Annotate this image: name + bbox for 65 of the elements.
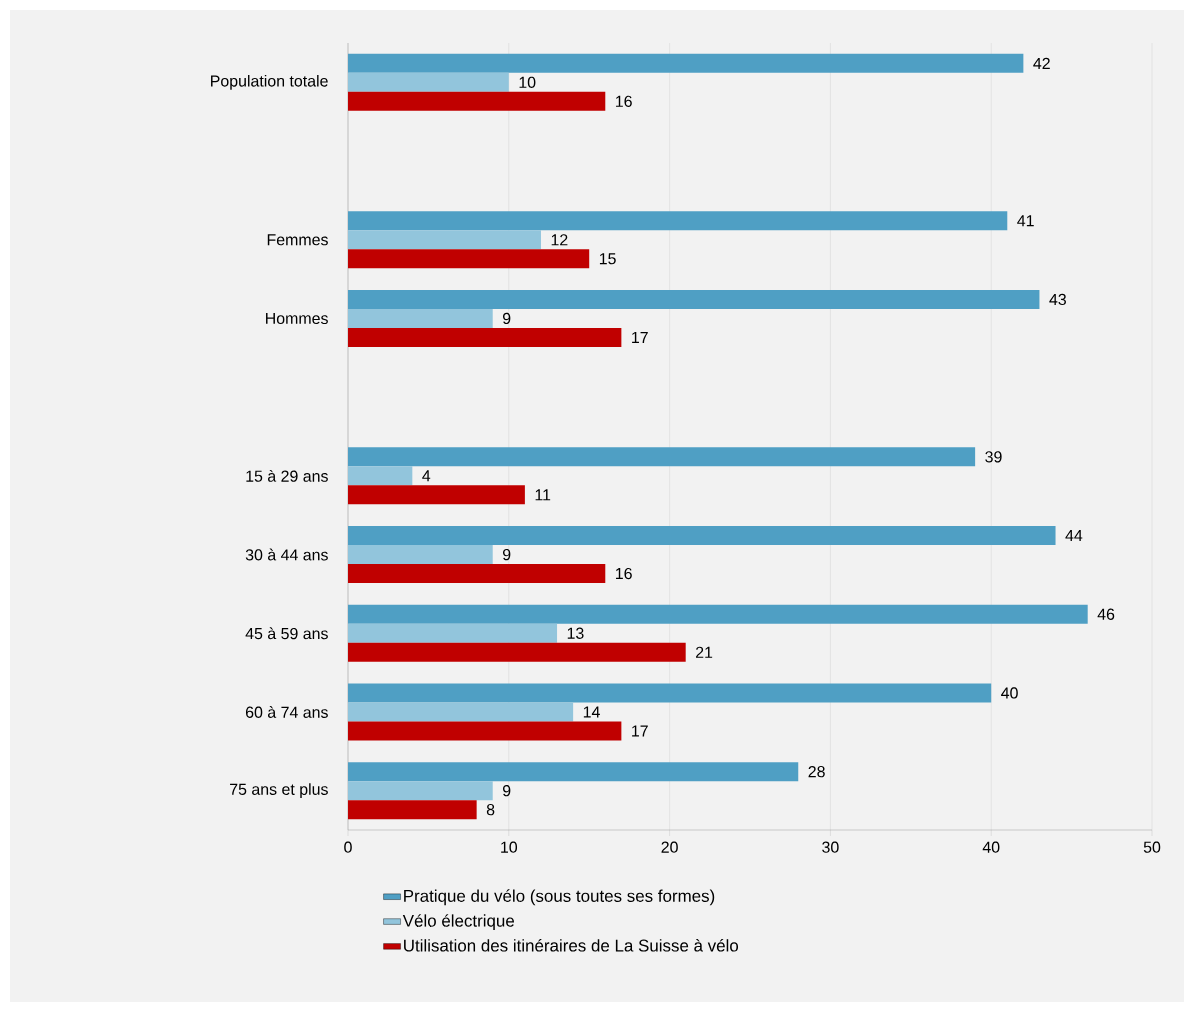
bar bbox=[348, 781, 493, 801]
data-label: 8 bbox=[486, 804, 495, 816]
y-tick-label: 15 à 29 ans bbox=[246, 469, 328, 482]
data-label: 9 bbox=[502, 785, 511, 797]
legend-label: Utilisation des itinéraires de La Suisse à vélo bbox=[404, 938, 739, 952]
x-tick-label: 20 bbox=[661, 841, 678, 853]
data-label: 9 bbox=[502, 312, 511, 325]
data-label: 42 bbox=[1033, 57, 1050, 69]
bar bbox=[348, 526, 1056, 546]
x-tick-label: 10 bbox=[501, 841, 518, 853]
bar bbox=[348, 466, 413, 486]
bar bbox=[348, 762, 799, 782]
data-label: 43 bbox=[1049, 293, 1066, 306]
data-label: 4 bbox=[422, 470, 431, 482]
data-label: 28 bbox=[808, 766, 825, 778]
bar bbox=[348, 800, 477, 820]
y-tick-label: Hommes bbox=[266, 312, 328, 325]
bar bbox=[348, 447, 976, 467]
bar bbox=[348, 623, 558, 643]
bar bbox=[348, 564, 606, 584]
data-label: 39 bbox=[985, 451, 1002, 463]
bar bbox=[348, 545, 493, 565]
y-tick-label: Femmes bbox=[267, 234, 328, 246]
data-label: 14 bbox=[583, 706, 600, 718]
data-label: 15 bbox=[599, 253, 616, 265]
data-label: 16 bbox=[616, 95, 632, 107]
y-tick-label: 75 ans et plus bbox=[230, 783, 328, 799]
y-tick-label: 30 à 44 ans bbox=[245, 548, 328, 561]
y-tick-label: 45 à 59 ans bbox=[245, 627, 328, 640]
x-tick-label: 30 bbox=[822, 841, 839, 853]
data-label: 17 bbox=[632, 331, 648, 343]
y-tick-label: Population totale bbox=[211, 74, 328, 90]
bar bbox=[348, 642, 686, 662]
data-label: 12 bbox=[551, 234, 568, 246]
data-label: 41 bbox=[1017, 215, 1034, 227]
bar bbox=[348, 721, 622, 741]
bar bbox=[348, 211, 1008, 231]
data-label: 46 bbox=[1097, 608, 1115, 620]
data-label: 13 bbox=[567, 627, 584, 639]
bar bbox=[348, 683, 992, 703]
bar bbox=[348, 249, 590, 269]
bar bbox=[348, 604, 1088, 624]
bar bbox=[348, 72, 509, 92]
bar bbox=[348, 702, 574, 722]
bar bbox=[348, 230, 541, 250]
bar bbox=[348, 327, 622, 347]
bar bbox=[348, 53, 1024, 73]
data-label: 10 bbox=[519, 76, 536, 88]
data-label: 40 bbox=[1001, 687, 1018, 699]
data-label: 11 bbox=[535, 489, 551, 501]
x-tick-label: 50 bbox=[1143, 841, 1161, 853]
legend-label: Vélo électrique bbox=[402, 914, 515, 931]
bar bbox=[348, 91, 606, 111]
y-tick-label: 60 à 74 ans bbox=[245, 706, 328, 718]
x-tick-label: 40 bbox=[982, 841, 1000, 853]
bar bbox=[348, 308, 493, 328]
data-label: 9 bbox=[502, 548, 511, 561]
data-label: 21 bbox=[696, 646, 713, 658]
x-tick-label: 0 bbox=[344, 841, 352, 853]
data-label: 16 bbox=[616, 567, 632, 580]
bar bbox=[348, 289, 1040, 309]
legend-label: Pratique du vélo (sous toutes ses formes) bbox=[404, 889, 715, 906]
data-label: 44 bbox=[1065, 530, 1083, 542]
bar bbox=[348, 485, 525, 505]
data-label: 17 bbox=[632, 725, 648, 737]
